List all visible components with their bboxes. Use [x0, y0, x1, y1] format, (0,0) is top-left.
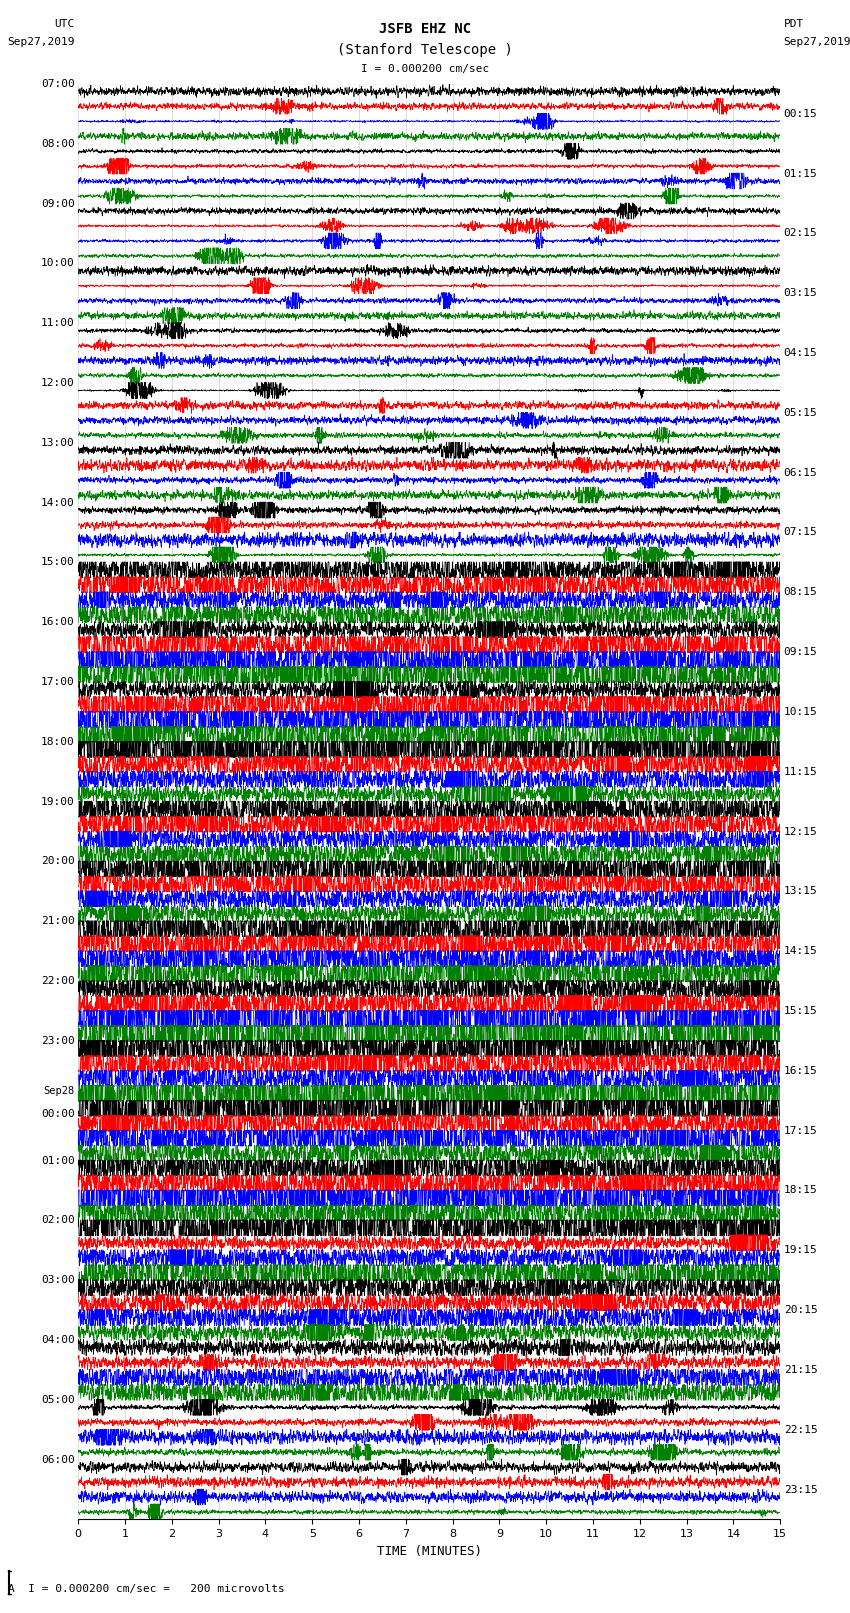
Text: 21:15: 21:15: [784, 1365, 818, 1374]
Text: I = 0.000200 cm/sec: I = 0.000200 cm/sec: [361, 65, 489, 74]
Text: A  I = 0.000200 cm/sec =   200 microvolts: A I = 0.000200 cm/sec = 200 microvolts: [8, 1584, 286, 1594]
Text: UTC: UTC: [54, 19, 75, 29]
Text: 14:15: 14:15: [784, 947, 818, 957]
Text: PDT: PDT: [784, 19, 804, 29]
Text: 15:15: 15:15: [784, 1007, 818, 1016]
Text: 23:15: 23:15: [784, 1484, 818, 1495]
Text: 03:15: 03:15: [784, 289, 818, 298]
Text: 04:15: 04:15: [784, 348, 818, 358]
Text: 19:15: 19:15: [784, 1245, 818, 1255]
Text: 21:00: 21:00: [41, 916, 75, 926]
Text: Sep27,2019: Sep27,2019: [8, 37, 75, 47]
Text: 09:00: 09:00: [41, 198, 75, 208]
Text: 11:00: 11:00: [41, 318, 75, 327]
Text: 22:15: 22:15: [784, 1424, 818, 1434]
Text: Sep28: Sep28: [43, 1086, 75, 1095]
Text: 06:00: 06:00: [41, 1455, 75, 1465]
Text: JSFB EHZ NC: JSFB EHZ NC: [379, 23, 471, 35]
Text: 08:00: 08:00: [41, 139, 75, 148]
Text: 12:00: 12:00: [41, 377, 75, 389]
Text: 01:00: 01:00: [41, 1155, 75, 1166]
X-axis label: TIME (MINUTES): TIME (MINUTES): [377, 1545, 482, 1558]
Text: 02:00: 02:00: [41, 1215, 75, 1226]
Text: 02:15: 02:15: [784, 229, 818, 239]
Text: 04:00: 04:00: [41, 1336, 75, 1345]
Text: 16:15: 16:15: [784, 1066, 818, 1076]
Text: 11:15: 11:15: [784, 766, 818, 777]
Text: Sep27,2019: Sep27,2019: [784, 37, 850, 47]
Text: 18:15: 18:15: [784, 1186, 818, 1195]
Text: 05:00: 05:00: [41, 1395, 75, 1405]
Text: 10:00: 10:00: [41, 258, 75, 268]
Text: 10:15: 10:15: [784, 706, 818, 716]
Text: 08:15: 08:15: [784, 587, 818, 597]
Text: 12:15: 12:15: [784, 826, 818, 837]
Text: 23:00: 23:00: [41, 1036, 75, 1045]
Text: 01:15: 01:15: [784, 169, 818, 179]
Text: 07:00: 07:00: [41, 79, 75, 89]
Text: 09:15: 09:15: [784, 647, 818, 656]
Text: (Stanford Telescope ): (Stanford Telescope ): [337, 44, 513, 56]
Text: 06:15: 06:15: [784, 468, 818, 477]
Text: 19:00: 19:00: [41, 797, 75, 806]
Text: 13:00: 13:00: [41, 437, 75, 448]
Text: 13:15: 13:15: [784, 887, 818, 897]
Text: 05:15: 05:15: [784, 408, 818, 418]
Text: 17:15: 17:15: [784, 1126, 818, 1136]
Text: 22:00: 22:00: [41, 976, 75, 986]
Text: 17:00: 17:00: [41, 677, 75, 687]
Text: 00:00: 00:00: [41, 1108, 75, 1119]
Text: 14:00: 14:00: [41, 497, 75, 508]
Text: 20:00: 20:00: [41, 857, 75, 866]
Text: 07:15: 07:15: [784, 527, 818, 537]
Text: 20:15: 20:15: [784, 1305, 818, 1315]
Text: 18:00: 18:00: [41, 737, 75, 747]
Text: 16:00: 16:00: [41, 618, 75, 627]
Text: 03:00: 03:00: [41, 1276, 75, 1286]
Text: 15:00: 15:00: [41, 558, 75, 568]
Text: 00:15: 00:15: [784, 108, 818, 119]
